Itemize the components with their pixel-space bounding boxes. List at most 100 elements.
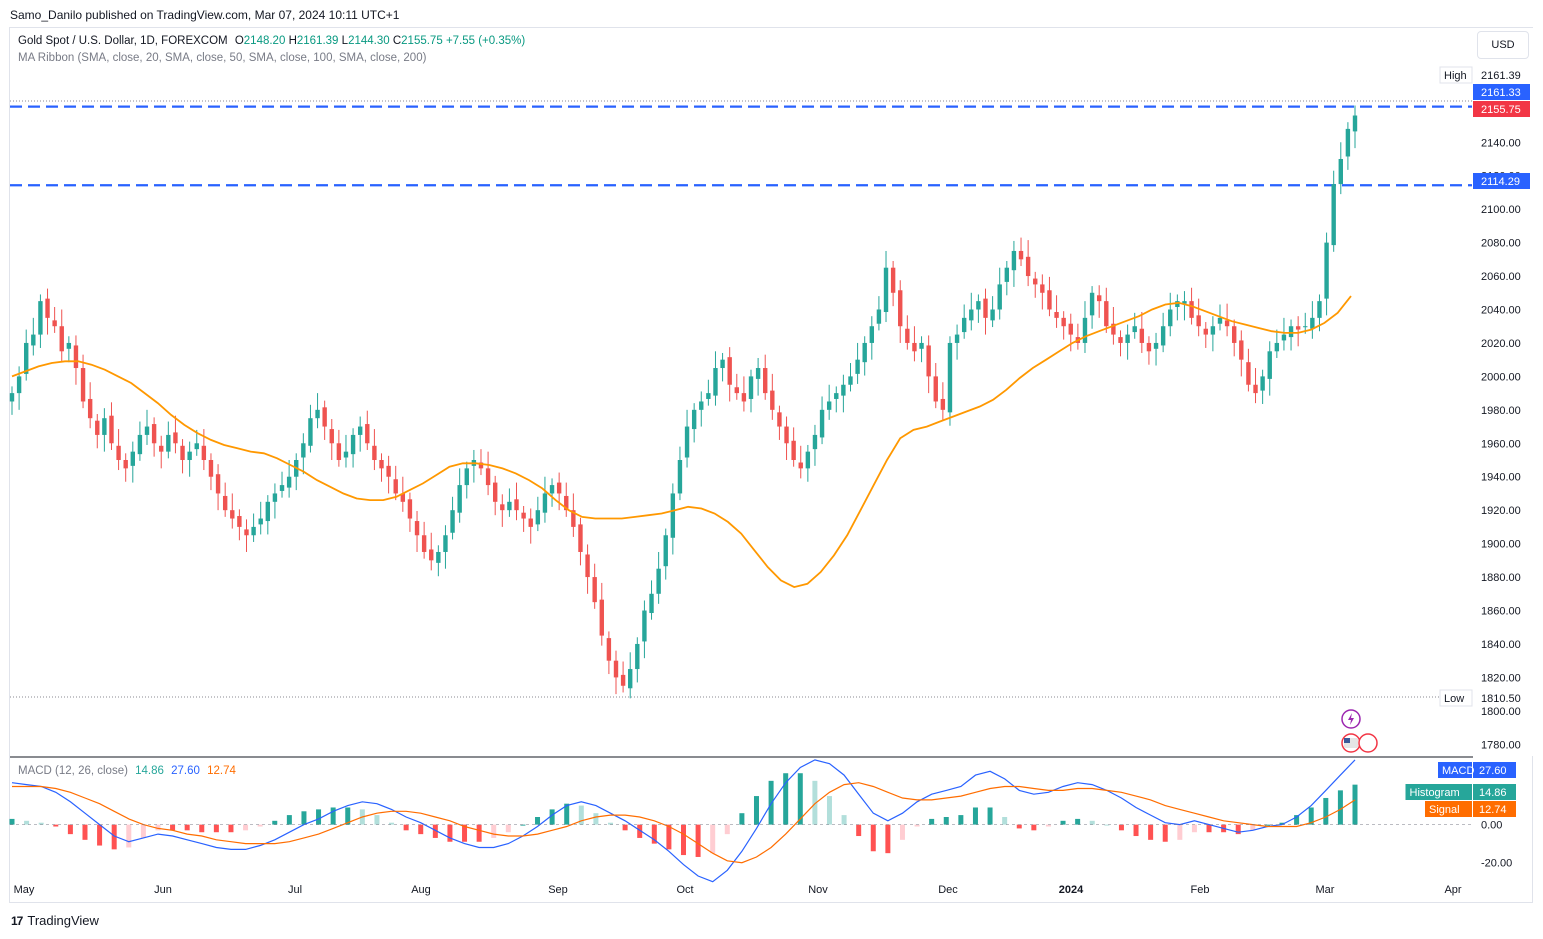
candle-body[interactable] — [379, 460, 384, 469]
macd-histogram-bar[interactable] — [140, 824, 146, 838]
candle-body[interactable] — [684, 426, 690, 458]
candle-body[interactable] — [144, 426, 150, 435]
candle-body[interactable] — [166, 434, 171, 452]
candle-body[interactable] — [777, 412, 782, 427]
candle-body[interactable] — [1040, 284, 1045, 293]
candle-body[interactable] — [315, 409, 320, 419]
candle-body[interactable] — [1118, 337, 1123, 343]
macd-histogram-bar[interactable] — [578, 805, 584, 825]
candle-body[interactable] — [1054, 312, 1059, 318]
macd-histogram-bar[interactable] — [666, 824, 672, 850]
candle-body[interactable] — [748, 376, 754, 399]
macd-histogram-bar[interactable] — [841, 815, 847, 825]
macd-histogram-bar[interactable] — [1089, 820, 1095, 825]
candle-body[interactable] — [919, 342, 924, 349]
candle-body[interactable] — [1260, 376, 1265, 391]
macd-histogram-bar[interactable] — [1323, 797, 1329, 825]
candle-body[interactable] — [237, 516, 242, 527]
candle-body[interactable] — [464, 468, 469, 486]
candle-body[interactable] — [834, 393, 839, 399]
candle-body[interactable] — [1288, 326, 1294, 338]
macd-histogram-bar[interactable] — [301, 811, 307, 825]
macd-histogram-bar[interactable] — [520, 824, 526, 826]
candle-body[interactable] — [663, 535, 668, 567]
candle-body[interactable] — [969, 309, 974, 321]
macd-histogram-bar[interactable] — [462, 824, 468, 842]
candle-body[interactable] — [1281, 334, 1287, 341]
candle-body[interactable] — [357, 426, 363, 435]
candle-body[interactable] — [571, 510, 576, 527]
candle-body[interactable] — [1317, 301, 1322, 318]
candle-body[interactable] — [997, 284, 1002, 310]
candle-body[interactable] — [1303, 326, 1308, 328]
candle-body[interactable] — [272, 493, 278, 502]
candle-body[interactable] — [1139, 328, 1145, 343]
macd-histogram-bar[interactable] — [213, 824, 219, 833]
candle-body[interactable] — [279, 485, 285, 491]
candle-body[interactable] — [1239, 340, 1244, 360]
macd-histogram-bar[interactable] — [1235, 824, 1241, 835]
candle-body[interactable] — [286, 476, 292, 488]
macd-histogram-bar[interactable] — [651, 824, 657, 844]
candle-body[interactable] — [73, 345, 79, 369]
candle-body[interactable] — [521, 512, 526, 519]
candle-body[interactable] — [1132, 326, 1137, 333]
macd-histogram-bar[interactable] — [491, 824, 497, 838]
us-flag-icon-2[interactable] — [1358, 733, 1378, 753]
candle-body[interactable] — [791, 440, 796, 461]
candle-body[interactable] — [677, 460, 683, 494]
candle-body[interactable] — [258, 518, 263, 525]
candle-body[interactable] — [1104, 301, 1109, 327]
candle-body[interactable] — [1033, 278, 1038, 285]
macd-histogram-bar[interactable] — [622, 824, 628, 831]
macd-histogram-bar[interactable] — [724, 824, 730, 835]
candle-body[interactable] — [606, 638, 612, 661]
candle-body[interactable] — [130, 451, 135, 466]
candle-body[interactable] — [514, 499, 519, 511]
candle-body[interactable] — [492, 482, 498, 502]
macd-histogram-bar[interactable] — [432, 824, 438, 838]
candle-body[interactable] — [372, 445, 377, 461]
candle-body[interactable] — [244, 529, 249, 536]
candle-body[interactable] — [1217, 317, 1223, 324]
macd-histogram-bar[interactable] — [739, 813, 745, 825]
macd-histogram-bar[interactable] — [316, 809, 322, 825]
candle-body[interactable] — [720, 359, 725, 369]
candle-body[interactable] — [436, 551, 441, 563]
candle-body[interactable] — [734, 387, 739, 394]
candle-body[interactable] — [24, 342, 29, 374]
macd-histogram-bar[interactable] — [549, 809, 555, 825]
candle-body[interactable] — [812, 434, 818, 450]
candle-body[interactable] — [308, 418, 313, 446]
candle-body[interactable] — [599, 599, 604, 636]
candle-body[interactable] — [1352, 115, 1358, 132]
macd-histogram-bar[interactable] — [812, 780, 818, 825]
candle-body[interactable] — [1011, 250, 1017, 271]
candle-body[interactable] — [251, 526, 256, 536]
macd-histogram-bar[interactable] — [1002, 817, 1008, 825]
candle-body[interactable] — [1189, 301, 1194, 318]
candle-body[interactable] — [670, 493, 676, 538]
candle-body[interactable] — [322, 407, 327, 427]
macd-histogram-bar[interactable] — [476, 824, 482, 842]
candle-body[interactable] — [848, 376, 853, 385]
candle-body[interactable] — [628, 669, 633, 689]
candle-body[interactable] — [507, 501, 512, 511]
candle-body[interactable] — [741, 393, 747, 402]
candle-body[interactable] — [450, 510, 455, 533]
candle-body[interactable] — [87, 398, 93, 419]
macd-histogram-bar[interactable] — [987, 807, 993, 825]
candle-body[interactable] — [485, 468, 491, 486]
candle-body[interactable] — [400, 493, 406, 502]
candle-body[interactable] — [1089, 292, 1095, 316]
macd-histogram-bar[interactable] — [228, 824, 234, 833]
macd-histogram-bar[interactable] — [637, 824, 643, 838]
macd-histogram-bar[interactable] — [1045, 824, 1051, 827]
candle-body[interactable] — [564, 495, 569, 511]
candle-body[interactable] — [230, 510, 235, 519]
candle-body[interactable] — [66, 342, 72, 349]
candle-body[interactable] — [1125, 334, 1130, 343]
candle-body[interactable] — [301, 443, 306, 458]
candle-body[interactable] — [414, 521, 420, 536]
macd-histogram-bar[interactable] — [1264, 824, 1270, 826]
